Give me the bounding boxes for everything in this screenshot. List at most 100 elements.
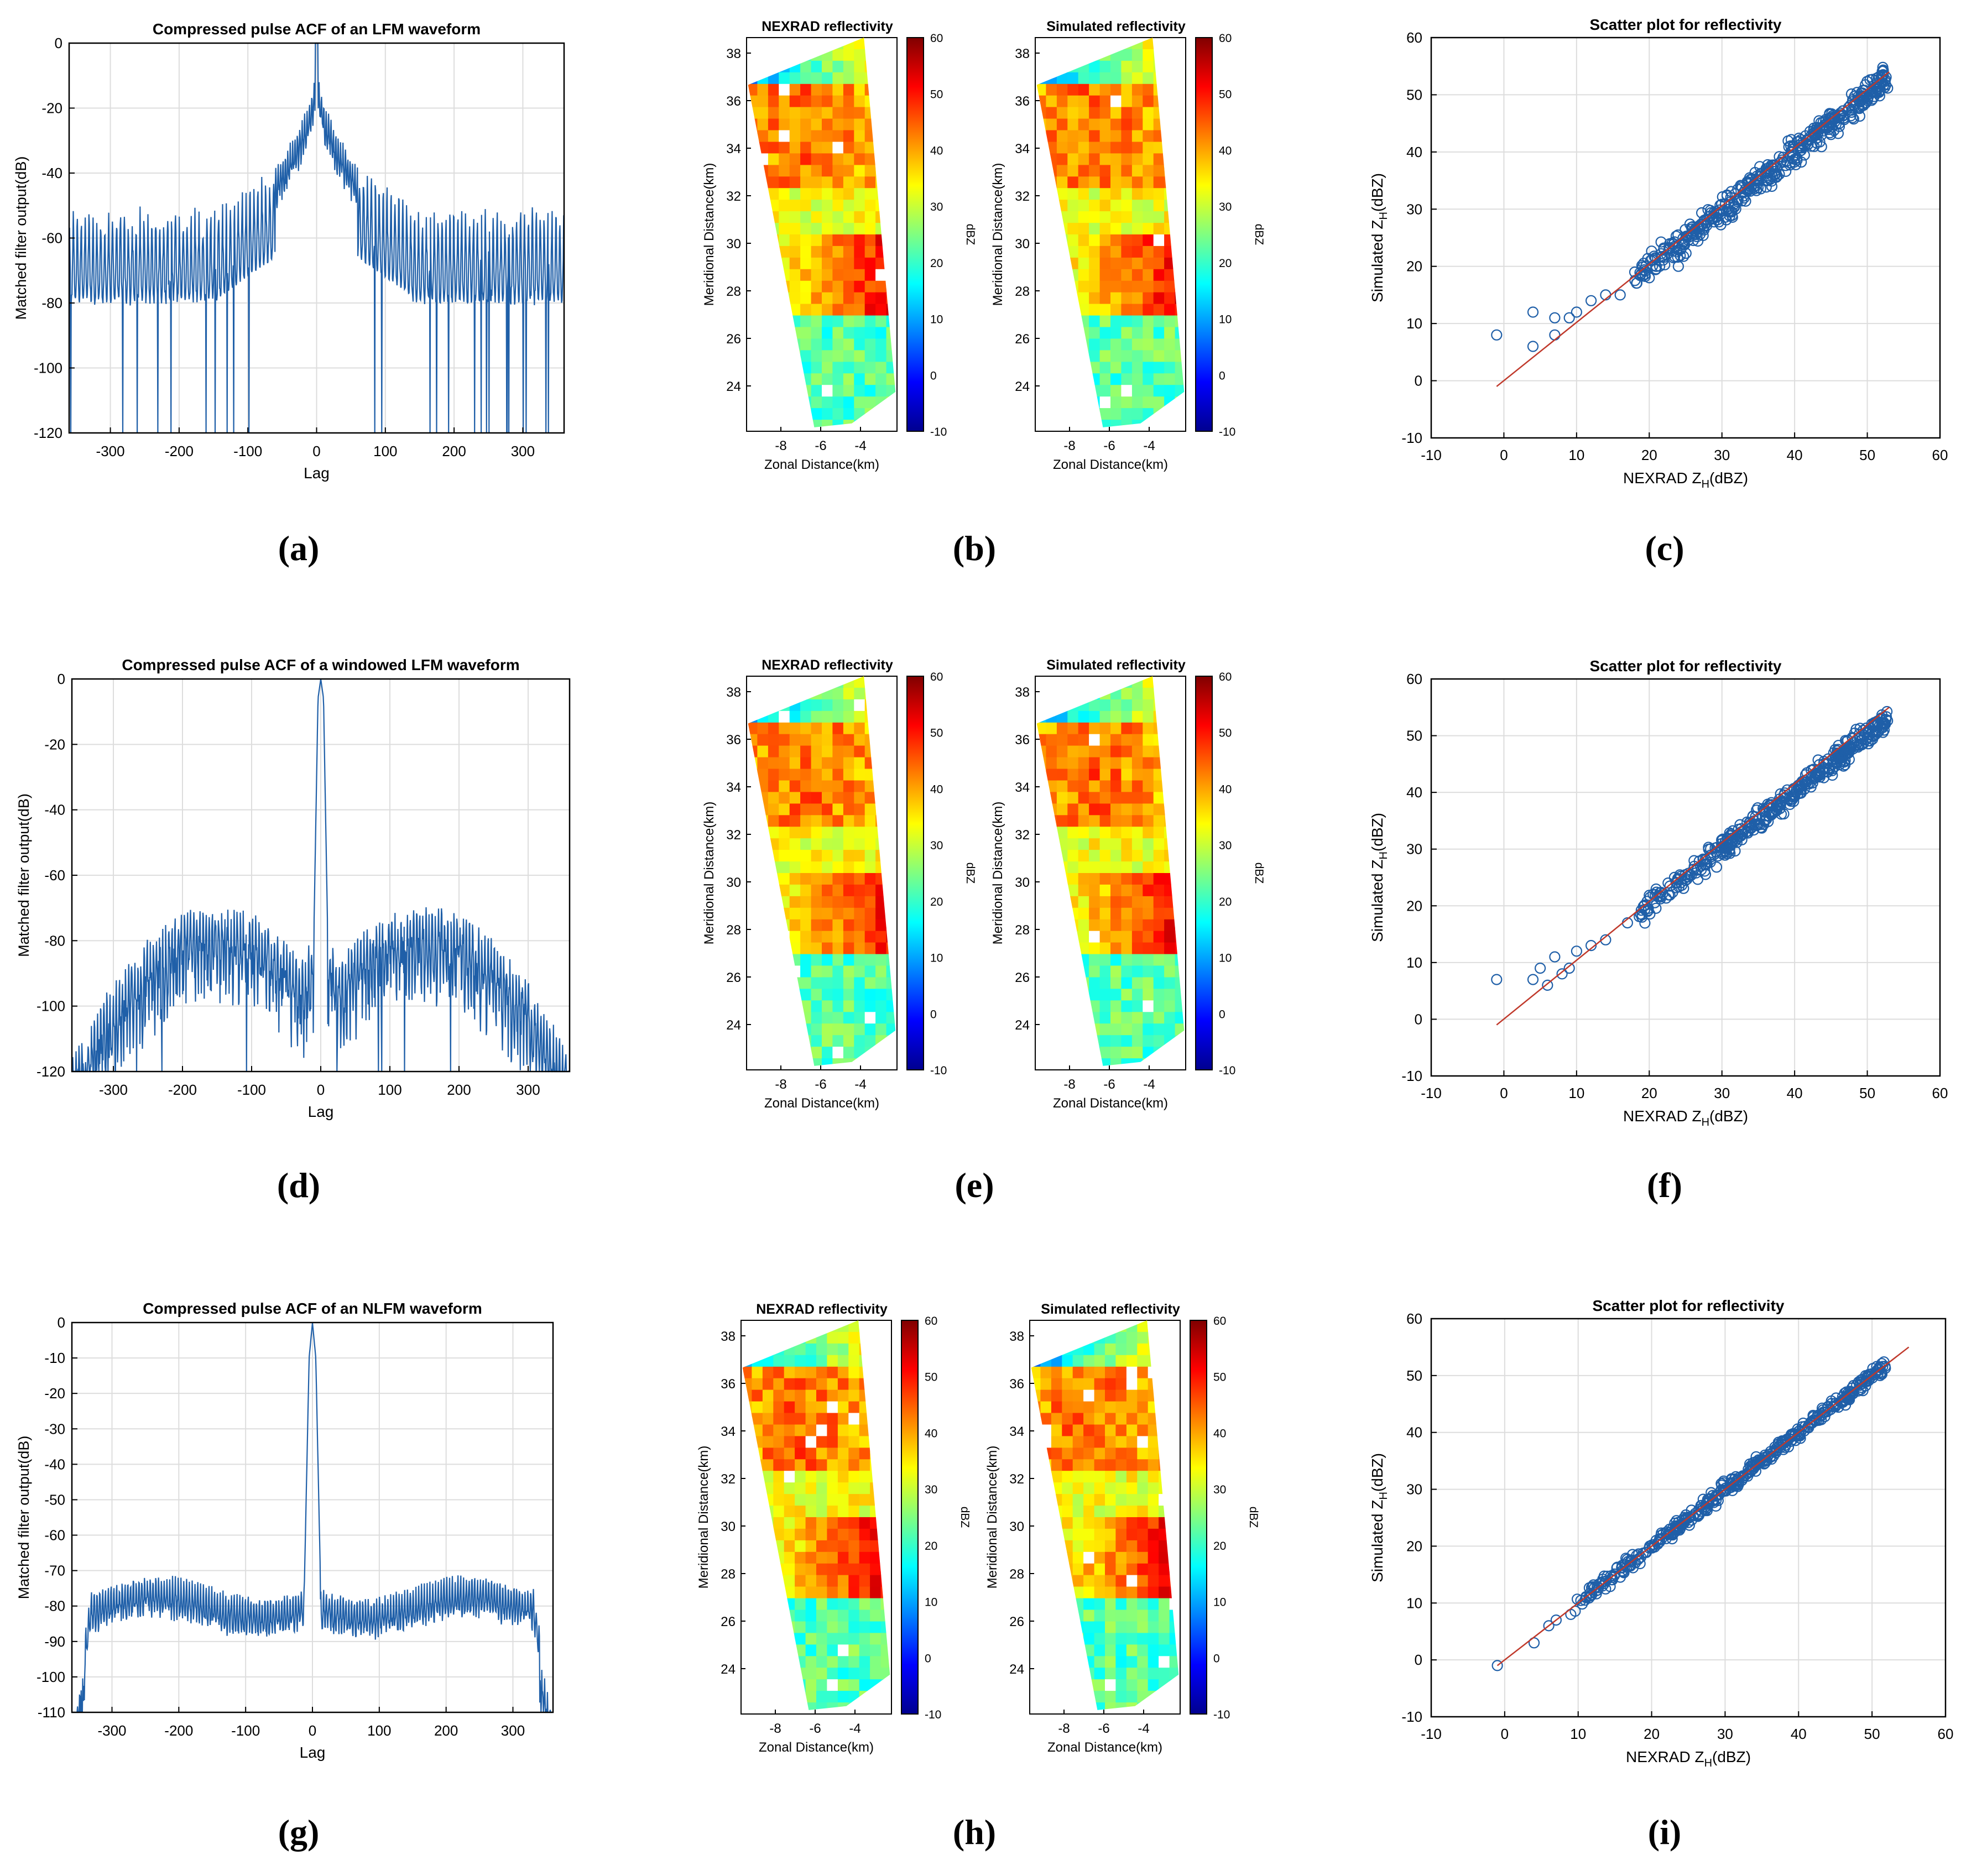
reflectivity-cell [843,710,854,723]
reflectivity-cell [1078,245,1089,258]
reflectivity-cell [1094,1610,1105,1622]
reflectivity-cell [1126,1691,1138,1703]
reflectivity-cell [837,1506,849,1518]
reflectivity-cell [816,1413,827,1425]
panel-label: (f) [1647,1166,1682,1205]
x-tick-label: 100 [367,1722,391,1739]
reflectivity-cell [784,1528,795,1541]
reflectivity-cell [837,1586,849,1599]
reflectivity-cell [811,954,822,966]
reflectivity-cell [854,815,865,827]
reflectivity-cell [789,245,801,258]
reflectivity-cell [832,396,844,409]
reflectivity-cell [784,1436,795,1448]
reflectivity-cell [843,734,854,746]
reflectivity-cell [805,1621,817,1633]
reflectivity-cell [1153,1012,1165,1024]
reflectivity-cell [1056,734,1068,746]
reflectivity-cell [748,83,758,96]
reflectivity-cell [832,838,844,850]
reflectivity-cell [832,257,844,270]
y-tick-label: -100 [36,998,65,1015]
reflectivity-cell [1131,827,1143,839]
reflectivity-cell [1164,362,1176,374]
reflectivity-cell [1131,722,1143,735]
reflectivity-cell [1110,977,1122,989]
reflectivity-cell [1110,942,1122,955]
x-tick-label: 100 [378,1081,401,1098]
scatter-point [1491,329,1503,341]
reflectivity-cell [832,373,844,385]
reflectivity-cell [1164,373,1176,385]
y-tick-label: 30 [1406,201,1422,217]
reflectivity-cell [864,954,876,966]
reflectivity-cell [1131,850,1143,862]
reflectivity-cell [1143,931,1154,943]
reflectivity-cell [1143,165,1154,177]
reflectivity-cell [1046,95,1057,108]
reflectivity-cell [1159,1656,1170,1668]
reflectivity-cell [1115,1598,1127,1611]
reflectivity-cell [837,1401,849,1414]
reflectivity-cell [848,1586,860,1599]
reflectivity-cell [1115,1331,1127,1344]
reflectivity-cell [1143,153,1154,165]
reflectivity-cell [832,385,844,397]
reflectivity-cell [870,1656,882,1668]
reflectivity-cell [1110,362,1122,374]
reflectivity-cell [811,315,822,328]
reflectivity-cell [1099,292,1111,305]
reflectivity-cell [1148,1459,1159,1471]
x-tick-label: -8 [769,1721,781,1736]
reflectivity-cell [816,1586,827,1599]
reflectivity-cell [832,72,844,85]
colorbar-tick-label: 60 [930,671,943,683]
reflectivity-cell [1078,118,1089,131]
colorbar-unit-label: dBZ [1253,863,1265,884]
reflectivity-cell [832,780,844,792]
reflectivity-cell [843,722,854,735]
reflectivity-cell [854,745,865,758]
reflectivity-cell [1099,107,1111,119]
reflectivity-cell [800,280,812,293]
y-tick-label: 32 [1015,828,1030,843]
reflectivity-cell [843,165,854,177]
reflectivity-cell [864,245,876,258]
reflectivity-cell [1121,896,1133,908]
reflectivity-cell [1143,919,1154,932]
reflectivity-cell [816,1436,827,1448]
reflectivity-cell [1094,1378,1105,1391]
reflectivity-cell [1046,769,1057,781]
reflectivity-cell [1131,165,1143,177]
reflectivity-cell [1137,1586,1149,1599]
reflectivity-cell [1056,780,1068,792]
reflectivity-cell [854,153,865,165]
reflectivity-cell [1105,1610,1116,1622]
map-title: NEXRAD reflectivity [762,657,893,673]
reflectivity-cell [1131,327,1143,339]
reflectivity-cell [811,965,822,978]
reflectivity-cell [1115,1448,1127,1460]
y-tick-label: -100 [36,1669,65,1685]
reflectivity-cell [843,977,854,989]
x-axis-label: NEXRAD ZH(dBZ) [1623,469,1748,490]
reflectivity-cell [875,292,887,305]
reflectivity-cell [768,745,779,758]
reflectivity-cell [1110,176,1122,189]
reflectivity-cell [1089,838,1101,850]
reflectivity-cell [837,1471,849,1483]
reflectivity-cell [1121,954,1133,966]
reflectivity-cell [1115,1528,1127,1541]
colorbar-tick-label: 50 [930,88,943,101]
reflectivity-cell [1078,710,1089,723]
reflectivity-cell [1099,1000,1111,1012]
reflectivity-cell [854,699,865,712]
colorbar-unit-label: dBZ [1253,224,1265,245]
reflectivity-cell [768,792,779,804]
reflectivity-cell [864,907,876,920]
reflectivity-cell [800,315,812,328]
x-tick-label: 60 [1938,1726,1954,1742]
reflectivity-cell [843,861,854,874]
x-tick-label: -300 [99,1081,128,1098]
reflectivity-cell [811,850,822,862]
